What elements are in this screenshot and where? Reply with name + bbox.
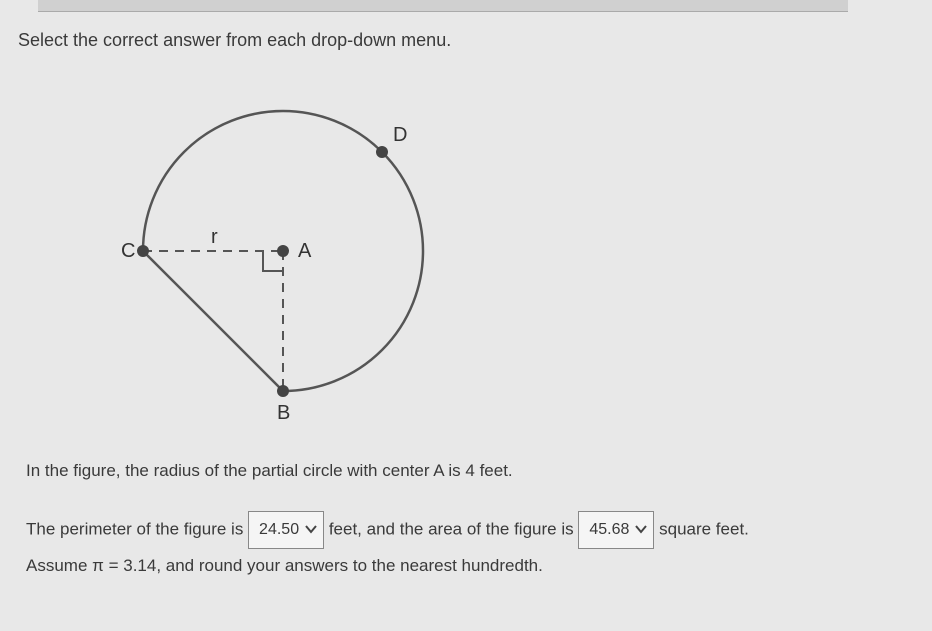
perimeter-mid: feet, and the area of the figure is xyxy=(329,519,579,538)
point-c xyxy=(137,245,149,257)
label-b: B xyxy=(277,402,290,424)
circle-figure: A B C D r xyxy=(63,71,914,436)
perimeter-value: 24.50 xyxy=(259,514,299,546)
assume-line: Assume π = 3.14, and round your answers … xyxy=(26,549,914,583)
top-shadow-bar xyxy=(38,0,848,12)
label-c: C xyxy=(121,240,135,262)
label-r: r xyxy=(211,226,218,248)
label-a: A xyxy=(298,240,312,262)
instruction-text: Select the correct answer from each drop… xyxy=(18,30,914,51)
point-a xyxy=(277,245,289,257)
radius-statement: In the figure, the radius of the partial… xyxy=(26,461,914,481)
area-dropdown[interactable]: 45.68 xyxy=(578,511,654,549)
chevron-down-icon xyxy=(305,518,317,542)
point-b xyxy=(277,385,289,397)
answer-line-1: The perimeter of the figure is 24.50 fee… xyxy=(26,511,914,549)
point-d xyxy=(376,146,388,158)
chevron-down-icon xyxy=(635,518,647,542)
label-d: D xyxy=(393,124,407,146)
area-suffix: square feet. xyxy=(659,519,749,538)
figure-svg: A B C D r xyxy=(63,71,493,431)
question-content: Select the correct answer from each drop… xyxy=(18,30,914,583)
perimeter-prefix: The perimeter of the figure is xyxy=(26,519,248,538)
perimeter-dropdown[interactable]: 24.50 xyxy=(248,511,324,549)
area-value: 45.68 xyxy=(589,514,629,546)
